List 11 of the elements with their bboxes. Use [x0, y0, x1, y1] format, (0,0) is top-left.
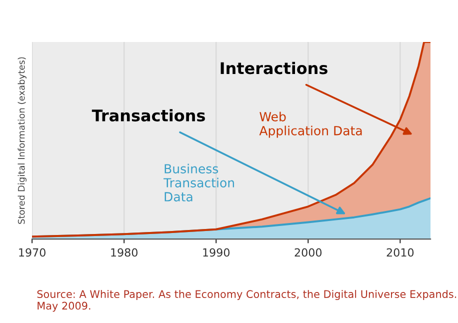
x-tick-label: 1970: [19, 248, 46, 257]
series-label: Web Application Data: [259, 112, 362, 138]
annotation: Transactions: [92, 109, 205, 122]
x-tick-label: 2000: [294, 248, 322, 257]
y-axis-title: Stored Digital Information (exabytes): [18, 57, 27, 224]
x-tick-label: 1990: [203, 248, 230, 257]
x-tick-label: 2010: [386, 248, 414, 257]
text: Business Transaction Data: [164, 164, 234, 202]
x-tick-label: 1980: [111, 248, 138, 257]
source-note: Source: A White Paper. As the Economy Contracts, the Digital Universe Expands. May 2009.: [37, 290, 456, 312]
annotation: Interactions: [220, 62, 328, 74]
